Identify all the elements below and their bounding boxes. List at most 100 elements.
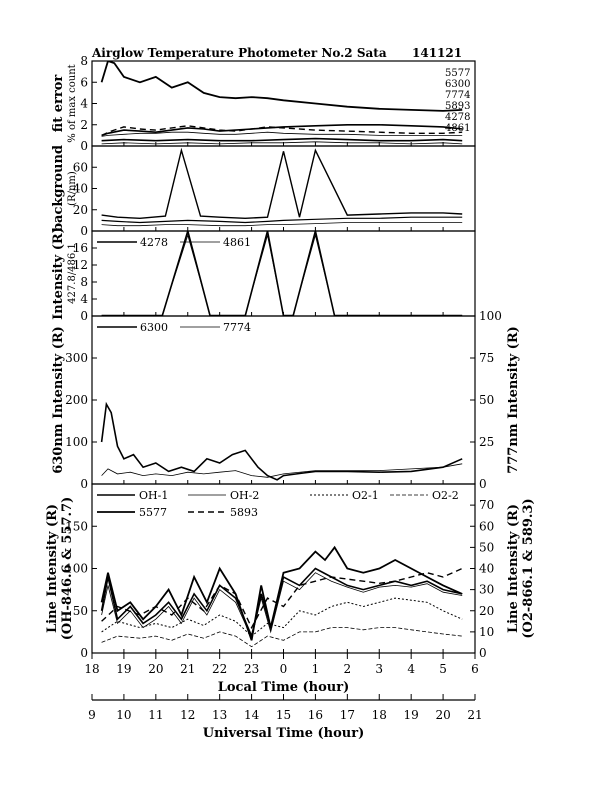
legend-label-4278: 4278 (140, 236, 168, 249)
y-right-tick-label-line_intensity: 60 (479, 519, 494, 533)
y-right-tick-label-line_intensity: 0 (479, 646, 487, 660)
series-line-background_c (101, 222, 463, 227)
series-line-5893 (101, 567, 463, 630)
y-tick-label-background: 40 (73, 182, 88, 196)
series-label-4861: 4861 (445, 123, 470, 134)
y-right-tick-label-line_intensity: 30 (479, 583, 494, 597)
local-time-tick-label: 20 (148, 662, 163, 676)
y-tick-label-red_oxygen: 0 (80, 477, 88, 491)
y-tick-label-fit_error: 6 (80, 75, 88, 89)
y-axis-label-fit_error: fit error (51, 75, 66, 133)
universal-time-tick-label: 9 (88, 708, 96, 722)
local-time-tick-label: 1 (312, 662, 320, 676)
y-right-tick-label-red_oxygen: 100 (479, 309, 502, 323)
local-time-tick-label: 19 (116, 662, 131, 676)
series-line-4861 (101, 233, 463, 316)
series-line-background_b (101, 216, 463, 224)
legend-label-7774: 7774 (223, 321, 251, 334)
y-tick-label-line_intensity: 150 (65, 519, 88, 533)
universal-time-tick-label: 18 (372, 708, 387, 722)
universal-time-tick-label: 12 (180, 708, 195, 722)
y-axis-sublabel-background: (R/nm) (67, 171, 78, 206)
y-tick-label-red_oxygen: 100 (65, 435, 88, 449)
y-axis-label-left-red_oxygen: 630nm Intensity (R) (51, 326, 66, 474)
y-axis-label-left-line_intensity: Line Intensity (R) (45, 504, 60, 633)
y-tick-label-fit_error: 2 (80, 118, 88, 132)
local-time-tick-label: 2 (344, 662, 352, 676)
series-line-O2-2 (101, 627, 463, 648)
y-tick-label-intensity_427_486: 12 (73, 258, 88, 272)
universal-time-tick-label: 13 (212, 708, 227, 722)
series-line-4278 (101, 137, 463, 142)
local-time-tick-label: 18 (84, 662, 99, 676)
y-tick-label-intensity_427_486: 8 (80, 275, 88, 289)
local-time-tick-label: 21 (180, 662, 195, 676)
series-label-7774: 7774 (445, 90, 470, 101)
y-tick-label-fit_error: 8 (80, 54, 88, 68)
series-line-6300 (100, 401, 463, 481)
panel-frame-red_oxygen (91, 315, 476, 485)
y-tick-label-background: 0 (80, 224, 88, 238)
series-label-6300: 6300 (445, 79, 470, 90)
universal-time-tick-label: 15 (276, 708, 291, 722)
y-tick-label-fit_error: 4 (80, 97, 88, 111)
y-tick-label-red_oxygen: 200 (65, 393, 88, 407)
local-time-tick-label: 5 (439, 662, 447, 676)
legend-label-5893: 5893 (230, 506, 258, 519)
universal-time-tick-label: 11 (148, 708, 163, 722)
y-right-tick-label-line_intensity: 70 (479, 498, 494, 512)
series-line-5577 (100, 545, 463, 641)
local-time-tick-label: 23 (244, 662, 259, 676)
y-axis-sublabel-right-line_intensity: (O2-866.1 & 589.3) (521, 498, 536, 638)
universal-time-tick-label: 19 (404, 708, 419, 722)
y-axis-label-intensity_427_486: Intensity (R) (51, 227, 66, 320)
y-tick-label-background: 20 (73, 203, 88, 217)
y-right-tick-label-red_oxygen: 50 (479, 393, 494, 407)
universal-time-tick-label: 10 (116, 708, 131, 722)
y-axis-sublabel-intensity_427_486: 427.8/486.1 (67, 243, 78, 304)
y-right-tick-label-line_intensity: 40 (479, 562, 494, 576)
legend-label-O2-2: O2-2 (432, 489, 459, 502)
series-line-OH-2 (101, 572, 463, 640)
legend-label-5577: 5577 (139, 506, 167, 519)
y-tick-label-line_intensity: 50 (73, 604, 88, 618)
y-axis-label-right-red_oxygen: 777nm Intensity (R) (506, 326, 521, 474)
y-axis-label-right-line_intensity: Line Intensity (R) (506, 504, 521, 633)
series-line-4861 (101, 141, 463, 145)
chart-title: Airglow Temperature Photometer No.2 Sata (91, 46, 387, 60)
universal-time-tick-label: 21 (467, 708, 482, 722)
series-label-4278: 4278 (445, 112, 470, 123)
local-time-tick-label: 4 (407, 662, 415, 676)
y-right-tick-label-line_intensity: 20 (479, 604, 494, 618)
y-right-tick-label-line_intensity: 50 (479, 540, 494, 554)
y-right-tick-label-red_oxygen: 0 (479, 477, 487, 491)
series-line-5577 (100, 61, 463, 112)
local-time-tick-label: 0 (280, 662, 288, 676)
series-line-6300 (101, 124, 463, 137)
panel-frame-background (91, 145, 476, 232)
series-line-5893 (101, 125, 463, 137)
y-tick-label-intensity_427_486: 0 (80, 309, 88, 323)
universal-time-tick-label: 17 (340, 708, 355, 722)
series-label-5577: 5577 (445, 68, 470, 79)
y-axis-label-background: background (51, 145, 66, 232)
y-tick-label-line_intensity: 100 (65, 562, 88, 576)
y-tick-label-red_oxygen: 300 (65, 351, 88, 365)
local-time-axis-label: Local Time (hour) (218, 680, 350, 695)
universal-time-tick-label: 20 (435, 708, 450, 722)
local-time-tick-label: 22 (212, 662, 227, 676)
series-line-spike_a (101, 147, 463, 220)
y-tick-label-intensity_427_486: 4 (80, 292, 88, 306)
legend-label-6300: 6300 (140, 321, 168, 334)
legend-label-4861: 4861 (223, 236, 251, 249)
series-line-7774 (101, 463, 463, 478)
y-right-tick-label-red_oxygen: 75 (479, 351, 494, 365)
legend-label-OH-1: OH-1 (139, 489, 168, 502)
y-tick-label-line_intensity: 0 (80, 646, 88, 660)
y-tick-label-background: 60 (73, 160, 88, 174)
legend-label-O2-1: O2-1 (352, 489, 379, 502)
universal-time-axis-label: Universal Time (hour) (203, 726, 365, 741)
y-tick-label-fit_error: 0 (80, 139, 88, 153)
local-time-tick-label: 6 (471, 662, 479, 676)
